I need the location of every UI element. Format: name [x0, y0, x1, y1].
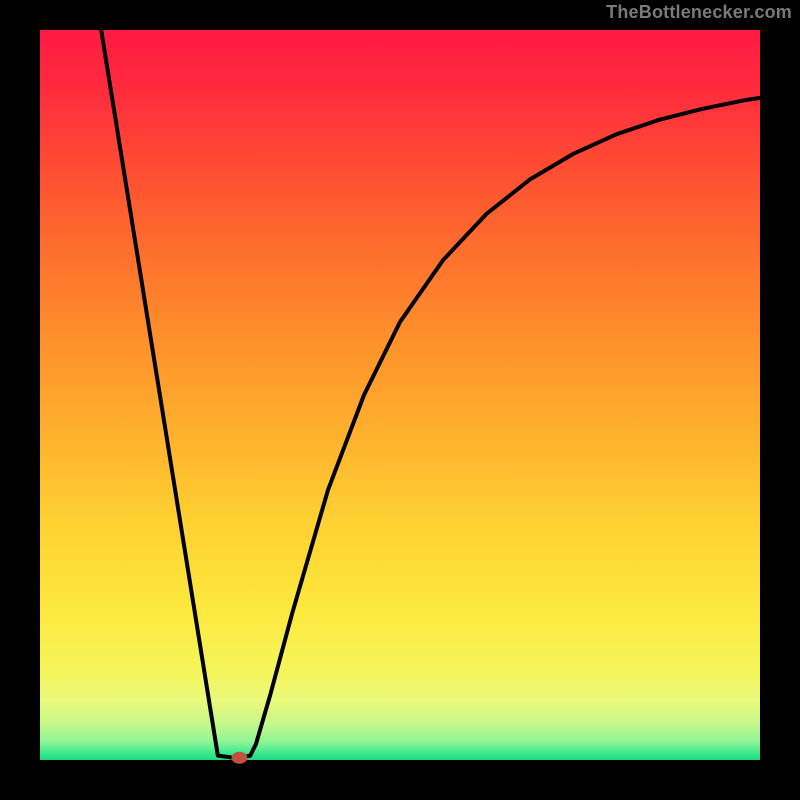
chart-container: TheBottlenecker.com: [0, 0, 800, 800]
plot-area: [40, 30, 760, 760]
chart-svg: [0, 0, 800, 800]
watermark-text: TheBottlenecker.com: [606, 2, 792, 23]
optimal-point-marker: [231, 752, 247, 764]
